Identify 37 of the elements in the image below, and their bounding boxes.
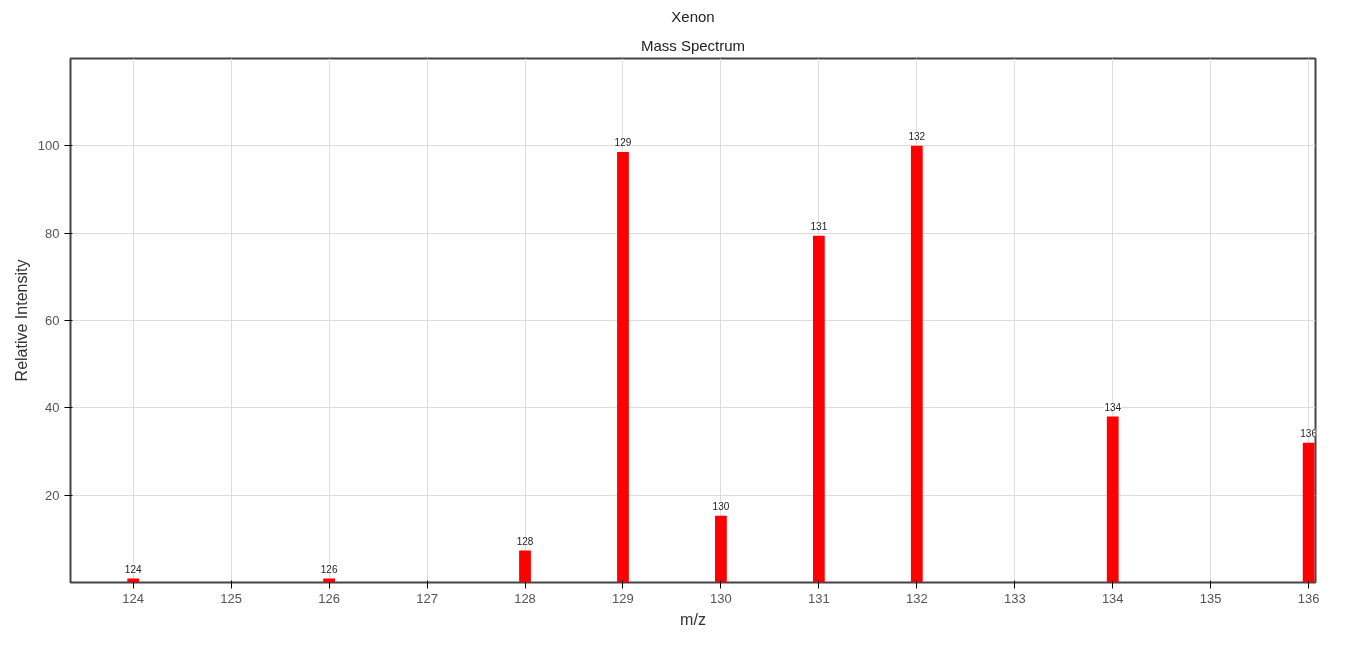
annotation: 134 xyxy=(1104,401,1122,413)
annotation: 132 xyxy=(908,130,926,142)
y-tick-label: 40 xyxy=(45,400,60,416)
x-tick-label: 126 xyxy=(318,590,340,606)
x-tick-label: 129 xyxy=(612,590,634,606)
y-tick-label: 100 xyxy=(37,138,60,154)
x-tick-label: 130 xyxy=(710,590,732,606)
y-tick-label: 80 xyxy=(45,225,60,241)
x-tick-label: 127 xyxy=(416,590,438,606)
x-tick-label: 135 xyxy=(1199,590,1222,606)
bar xyxy=(519,550,531,583)
bar xyxy=(910,145,923,583)
x-tick-label: 133 xyxy=(1003,590,1026,606)
x-tick-label: 128 xyxy=(514,590,536,606)
bar xyxy=(1302,442,1315,583)
bar xyxy=(715,515,727,583)
annotation: 131 xyxy=(810,220,828,232)
y-tick-label: 20 xyxy=(45,487,60,503)
x-axis-title: m/z xyxy=(680,610,706,628)
annotation: 130 xyxy=(712,500,730,512)
annotation: 128 xyxy=(516,535,534,547)
chart-title: Xenon xyxy=(671,7,715,25)
annotation: 126 xyxy=(320,563,338,575)
x-tick-label: 134 xyxy=(1101,590,1124,606)
chart-subtitle: Mass Spectrum xyxy=(640,36,746,54)
annotation: 129 xyxy=(614,136,632,148)
bar xyxy=(1106,416,1119,583)
x-tick-label: 124 xyxy=(122,590,145,606)
x-tick-label: 131 xyxy=(808,590,830,606)
y-axis-title: Relative Intensity xyxy=(12,259,30,382)
y-tick-label: 60 xyxy=(45,313,60,328)
x-tick-label: 125 xyxy=(220,590,242,606)
x-tick-label: 132 xyxy=(905,590,928,606)
bar xyxy=(617,151,629,583)
bar xyxy=(812,235,825,583)
x-tick-label: 136 xyxy=(1297,590,1320,606)
annotation: 124 xyxy=(124,563,142,575)
